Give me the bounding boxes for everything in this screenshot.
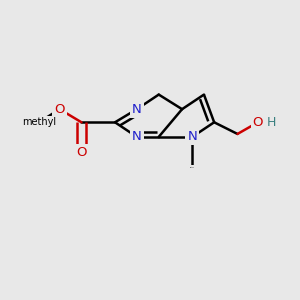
Text: methyl: methyl — [190, 167, 195, 168]
Text: O: O — [54, 103, 65, 116]
Text: O: O — [76, 146, 87, 159]
Text: O: O — [253, 116, 263, 129]
Text: N: N — [132, 103, 142, 116]
Text: H: H — [266, 116, 276, 129]
Text: N: N — [188, 130, 197, 143]
Text: N: N — [132, 130, 142, 143]
Text: methoxy: methoxy — [36, 122, 42, 123]
Text: methyl: methyl — [22, 117, 56, 127]
Text: methyl: methyl — [37, 122, 42, 123]
